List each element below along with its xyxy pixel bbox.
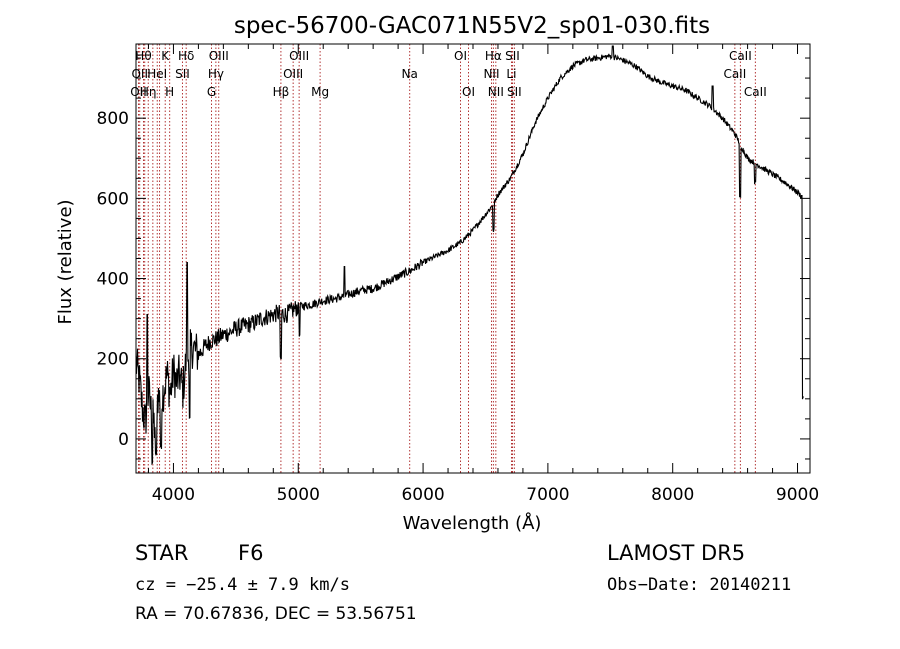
spectral-line-label: Hγ xyxy=(208,67,224,81)
spectral-line-label: Hη xyxy=(140,85,157,99)
y-tick-label: 200 xyxy=(97,350,129,370)
spectral-line-label: Na xyxy=(402,67,418,81)
x-tick-label: 5000 xyxy=(277,485,320,505)
y-tick-label: 400 xyxy=(97,270,129,290)
spectral-line-label: G xyxy=(207,85,216,99)
x-tick-label: 4000 xyxy=(152,485,195,505)
spectral-line-label: HeI xyxy=(147,67,167,81)
plot-frame xyxy=(135,43,811,474)
x-tick-label: 7000 xyxy=(526,485,569,505)
y-tick-label: 600 xyxy=(97,189,129,209)
spectral-line-label: CaII xyxy=(744,85,767,99)
spectral-line-label: OI xyxy=(454,49,467,63)
spectral-line-label: OII xyxy=(130,85,147,99)
spectral-line-label: Li xyxy=(506,67,516,81)
observation-date: Obs−Date: 20140211 xyxy=(607,575,791,595)
spectral-line-label: CaII xyxy=(729,49,752,63)
y-tick-label: 0 xyxy=(118,430,129,450)
spectral-line-label: SII xyxy=(505,49,520,63)
x-axis-ticks: 4000 5000 6000 7000 8000 9000 xyxy=(147,44,819,505)
spectral-line-label: NII xyxy=(483,67,499,81)
chart-title: spec-56700-GAC071N55V2_sp01-030.fits xyxy=(234,13,710,39)
spectral-line-label: K xyxy=(161,49,170,63)
spectral-line-label: CaII xyxy=(723,67,746,81)
y-tick-label: 800 xyxy=(97,109,129,129)
coordinates: RA = 70.67836, DEC = 53.56751 xyxy=(135,604,417,624)
y-axis-ticks: 0 200 400 600 800 xyxy=(97,57,810,460)
spectral-line-label: OIII xyxy=(209,49,229,63)
spectral-line-label: Hθ xyxy=(135,49,151,63)
spectral-line-label: OI xyxy=(462,85,475,99)
spectrum-line xyxy=(135,45,804,466)
spectral-line-label: OIII xyxy=(283,67,303,81)
spectral-line-label: OIII xyxy=(289,49,309,63)
spectral-line-label: NII xyxy=(488,85,504,99)
x-tick-label: 9000 xyxy=(776,485,819,505)
spectral-line-label: Mg xyxy=(311,85,329,99)
spectral-line-label: OII xyxy=(131,67,148,81)
spectral-line-labels: OIIOIIHθHηHeIKHSIIHδGHγOIIIHβOIIIOIIIMgN… xyxy=(130,49,767,99)
x-tick-label: 8000 xyxy=(651,485,694,505)
spectral-line-label: Hα xyxy=(485,49,502,63)
spectral-line-label: SII xyxy=(175,67,190,81)
redshift-velocity: cz = −25.4 ± 7.9 km/s xyxy=(135,575,350,595)
object-class: STAR xyxy=(135,541,188,565)
y-axis-label: Flux (relative) xyxy=(55,199,76,324)
spectral-line-label: Hδ xyxy=(178,49,194,63)
spectral-line-markers xyxy=(138,44,756,473)
spectral-line-label: H xyxy=(165,85,174,99)
object-subclass: F6 xyxy=(238,541,263,565)
survey-name: LAMOST DR5 xyxy=(607,541,745,565)
x-tick-label: 6000 xyxy=(401,485,444,505)
spectral-line-label: SII xyxy=(507,85,522,99)
x-axis-label: Wavelength (Å) xyxy=(403,512,542,534)
spectral-line-label: Hβ xyxy=(273,85,290,99)
